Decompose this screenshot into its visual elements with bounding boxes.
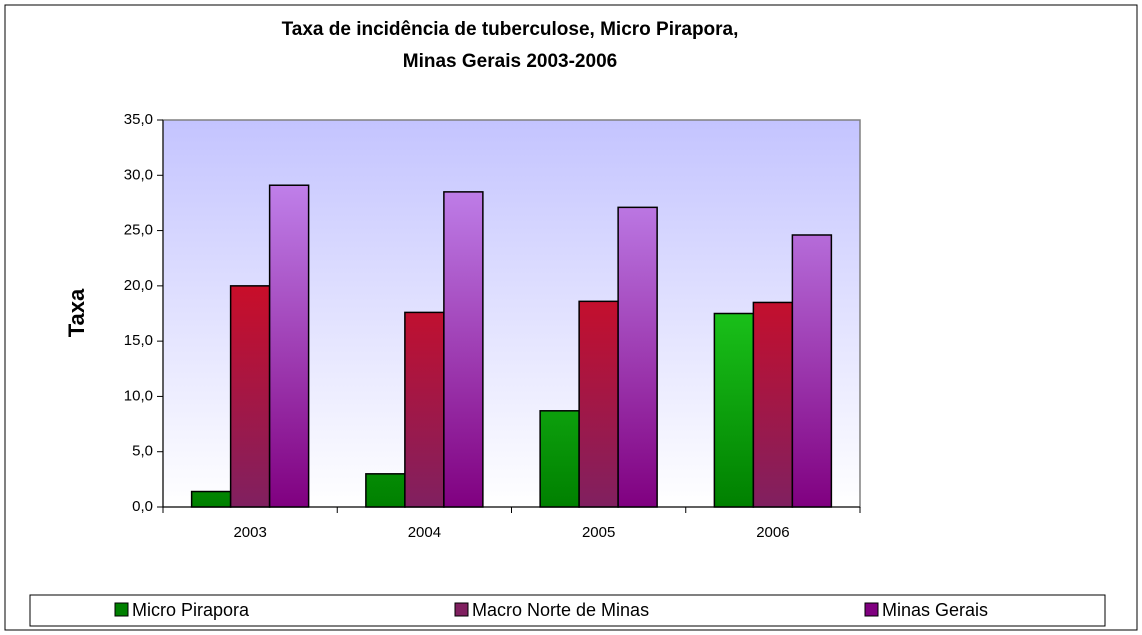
y-tick-label: 20,0 [124, 277, 153, 294]
legend-label: Minas Gerais [882, 600, 988, 620]
y-tick-label: 5,0 [132, 443, 153, 460]
bar [365, 473, 406, 508]
legend-label: Macro Norte de Minas [472, 600, 649, 620]
bar [404, 311, 445, 508]
bar [791, 234, 833, 508]
legend-swatch [114, 602, 129, 617]
bar [539, 410, 580, 508]
bar [190, 490, 232, 508]
x-tick-label: 2004 [408, 524, 441, 541]
y-tick-label: 15,0 [124, 332, 153, 349]
chart-title: Minas Gerais 2003-2006 [403, 51, 617, 72]
y-tick-label: 0,0 [132, 498, 153, 515]
chart-title: Taxa de incidência de tuberculose, Micro… [282, 19, 739, 40]
bar [713, 312, 755, 508]
bar [578, 300, 619, 508]
legend-label: Micro Pirapora [132, 600, 250, 620]
y-tick-label: 35,0 [124, 111, 153, 128]
legend-swatch [864, 602, 879, 617]
x-tick-label: 2005 [582, 524, 615, 541]
bar [268, 184, 310, 508]
legend [29, 594, 1106, 627]
y-axis-label: Taxa [64, 288, 89, 337]
x-tick-label: 2003 [233, 524, 266, 541]
x-tick-label: 2006 [756, 524, 789, 541]
bar [443, 191, 484, 508]
y-tick-label: 10,0 [124, 387, 153, 404]
bar [229, 285, 271, 508]
bar [752, 301, 794, 508]
legend-swatch [454, 602, 469, 617]
bar [617, 206, 658, 508]
y-tick-label: 30,0 [124, 166, 153, 183]
y-tick-label: 25,0 [124, 222, 153, 239]
